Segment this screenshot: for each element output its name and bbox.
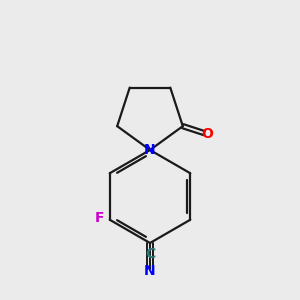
- Text: N: N: [144, 264, 156, 278]
- Text: N: N: [144, 143, 156, 157]
- Text: F: F: [95, 211, 104, 225]
- Text: C: C: [145, 247, 155, 261]
- Text: O: O: [202, 127, 214, 141]
